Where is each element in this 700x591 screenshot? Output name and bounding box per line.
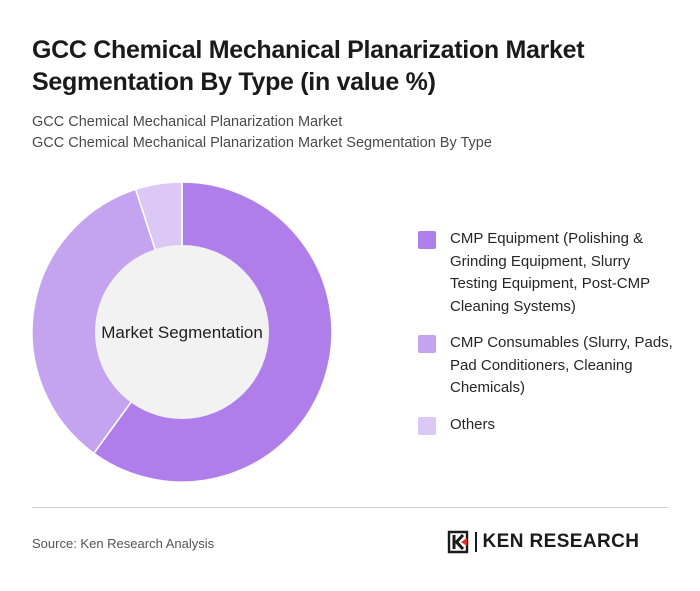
legend-item-others: Others [418,414,678,437]
brand-separator [475,532,477,552]
donut-center-label: Market Segmentation [101,323,263,342]
legend-label-cmp-equipment: CMP Equipment (Polishing & Grinding Equi… [450,230,650,315]
legend-swatch-cmp-equipment [418,231,436,249]
legend-swatch-others [418,416,436,435]
ken-research-brand: KEN RESEARCH [447,530,639,554]
source-note: Source: Ken Research Analysis [32,536,215,551]
chart-subtitle-market: GCC Chemical Mechanical Planarization Ma… [32,114,343,130]
legend-item-cmp-equipment: CMP Equipment (Polishing & Grinding Equi… [418,228,678,318]
donut-chart: Market Segmentation [31,181,333,483]
legend-label-others: Others [450,415,496,433]
legend-label-cmp-consumables: CMP Consumables (Slurry, Pads, Pad Condi… [450,334,673,396]
footer-divider [32,507,668,508]
donut-center [95,245,269,419]
chart-title: GCC Chemical Mechanical Planarization Ma… [32,36,585,96]
ken-research-logo-icon [447,530,469,554]
brand-name: KEN RESEARCH [482,531,640,552]
chart-subtitle-segmentation: GCC Chemical Mechanical Planarization Ma… [32,135,492,151]
legend-item-cmp-consumables: CMP Consumables (Slurry, Pads, Pad Condi… [418,332,678,400]
chart-legend: CMP Equipment (Polishing & Grinding Equi… [418,228,678,450]
legend-swatch-cmp-consumables [418,335,436,353]
